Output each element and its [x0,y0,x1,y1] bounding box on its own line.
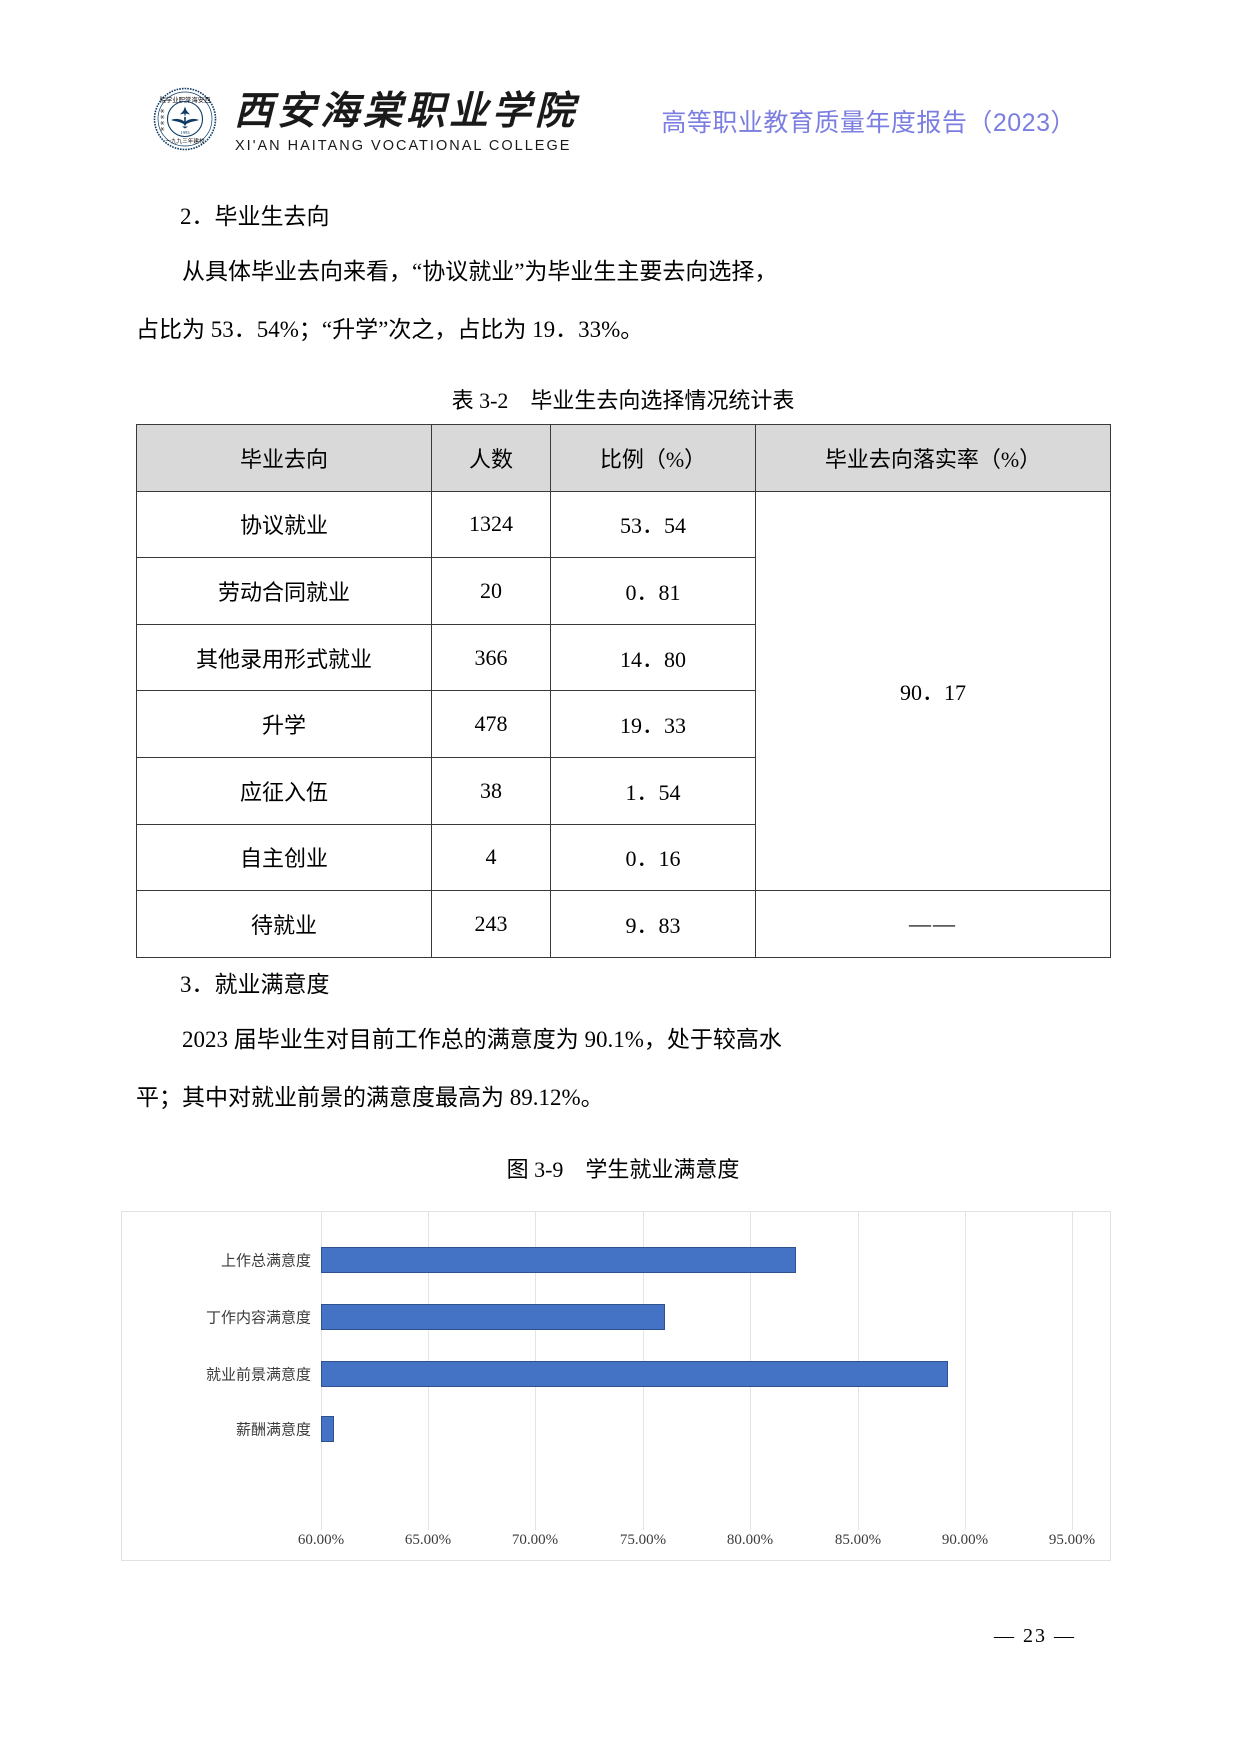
svg-text:1993: 1993 [180,130,190,135]
svg-text:＊＊＊＊: ＊＊＊＊ [160,108,167,132]
svg-text:院学业职棠海安西: 院学业职棠海安西 [159,95,210,104]
svg-text:一九九三年建校: 一九九三年建校 [165,137,205,145]
